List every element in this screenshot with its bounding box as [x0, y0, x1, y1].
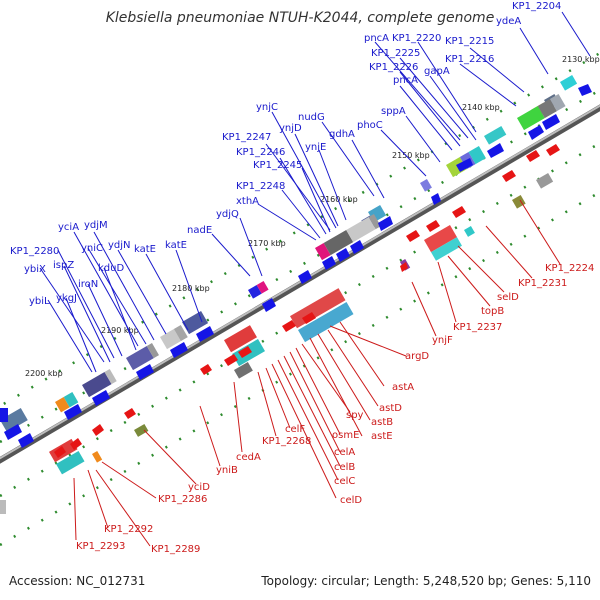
gene-label[interactable]: KP1_2280 [10, 246, 59, 257]
gene-label[interactable]: celF [285, 424, 305, 435]
gene-label[interactable]: ydeA [496, 16, 521, 27]
gene-label[interactable]: selD [497, 292, 519, 303]
gene-label[interactable]: KP1_2289 [151, 544, 200, 555]
gene-label[interactable]: ispZ [53, 260, 74, 271]
reverse-gene-labels: KP1_2224 KP1_2231 selD topB KP1_2237 ynj… [76, 263, 594, 555]
gene-label[interactable]: KP1_2237 [453, 322, 502, 333]
gene-label[interactable]: ykgJ [56, 293, 77, 304]
accession-text: Accession: NC_012731 [9, 574, 146, 588]
gene-label[interactable]: ybiX [24, 264, 46, 275]
gene-label[interactable]: phoC [357, 120, 383, 131]
gene-label[interactable]: KP1_2246 [236, 147, 285, 158]
gene-label[interactable]: gdhA [329, 129, 355, 140]
gene-label[interactable]: nadE [187, 225, 212, 236]
gene-label[interactable]: KP1_2292 [104, 524, 153, 535]
tick-track-outer [0, 51, 600, 408]
gene-label[interactable]: yciD [188, 482, 210, 493]
gene-label[interactable]: astD [379, 403, 402, 414]
gene-label[interactable]: KP1_2231 [518, 278, 567, 289]
forward-gene-labels: KP1_2204 ydeA KP1_2215 KP1_2216 KP1_2220… [10, 1, 561, 307]
gene-label[interactable]: KP1_2204 [512, 1, 561, 12]
gene-label[interactable]: pncA [364, 33, 389, 44]
scale-mark: 2170 kbp [248, 239, 286, 248]
scale-mark: 2180 kbp [172, 284, 210, 293]
gene-label[interactable]: KP1_2268 [262, 436, 311, 447]
gene-label[interactable]: cedA [236, 452, 261, 463]
gene-label[interactable]: KP1_2286 [158, 494, 207, 505]
gene-label[interactable]: gapA [424, 66, 450, 77]
gene-label[interactable]: ydjM [84, 220, 108, 231]
scale-mark: 2130 kbp [562, 55, 600, 64]
gene-label[interactable]: KP1_2247 [222, 132, 271, 143]
scale-mark: 2150 kbp [392, 151, 430, 160]
reverse-leaders [73, 199, 561, 547]
gene-label[interactable]: KP1_2224 [545, 263, 594, 274]
gene-label[interactable]: astA [392, 382, 414, 393]
gene-label[interactable]: ynjD [279, 123, 302, 134]
gene-label[interactable]: celD [340, 495, 362, 506]
genome-stats-text: Topology: circular; Length: 5,248,520 bp… [261, 574, 591, 588]
gene-label[interactable]: KP1_2215 [445, 36, 494, 47]
reverse-arrows [54, 144, 560, 458]
gene-label[interactable]: pncA [393, 75, 418, 86]
scale-mark: 2160 kbp [320, 195, 358, 204]
scale-mark: 2190 kbp [101, 326, 139, 335]
scale-mark: 2140 kbp [462, 103, 500, 112]
gene-label[interactable]: xthA [236, 196, 259, 207]
gene-label[interactable]: ybiL [29, 296, 50, 307]
gene-label[interactable]: ydjN [108, 240, 131, 251]
genome-backbone [0, 104, 600, 464]
edge-fragments [0, 408, 8, 514]
forward-leaders [39, 11, 591, 373]
gene-label[interactable]: osmE [332, 430, 359, 441]
gene-label[interactable]: celB [334, 462, 355, 473]
gene-label[interactable]: KP1_2226 [369, 62, 418, 73]
gene-label[interactable]: ydjQ [216, 209, 239, 220]
gene-label[interactable]: yniC [81, 243, 103, 254]
gene-label[interactable]: ynjE [305, 142, 326, 153]
gene-label[interactable]: KP1_2216 [445, 54, 494, 65]
gene-label[interactable]: kduD [98, 263, 124, 274]
gene-label[interactable]: KP1_2225 [371, 48, 420, 59]
gene-label[interactable]: spy [346, 410, 364, 421]
gene-label[interactable]: ynjF [432, 335, 453, 346]
scale-marks: 2130 kbp 2140 kbp 2150 kbp 2160 kbp 2170… [25, 55, 600, 378]
gene-label[interactable]: KP1_2220 [392, 33, 441, 44]
gene-label[interactable]: topB [481, 306, 504, 317]
gene-label[interactable]: iroN [78, 279, 98, 290]
genome-title: Klebsiella pneumoniae NTUH-K2044, comple… [105, 10, 495, 26]
gene-label[interactable]: yniB [216, 465, 238, 476]
scale-mark: 2200 kbp [25, 369, 63, 378]
forward-arrows [4, 84, 592, 448]
forward-features [0, 75, 578, 433]
gene-label[interactable]: KP1_2293 [76, 541, 125, 552]
gene-label[interactable]: celA [334, 447, 355, 458]
gene-label[interactable]: argD [405, 351, 429, 362]
gene-label[interactable]: celC [334, 476, 355, 487]
gene-label[interactable]: ynjC [256, 102, 278, 113]
gene-label[interactable]: katE [165, 240, 187, 251]
gene-label[interactable]: KP1_2248 [236, 181, 285, 192]
gene-label[interactable]: nudG [298, 112, 325, 123]
gene-label[interactable]: astB [371, 417, 393, 428]
gene-label[interactable]: sppA [381, 106, 406, 117]
gene-label[interactable]: astE [371, 431, 393, 442]
gene-label[interactable]: KP1_2245 [253, 160, 302, 171]
gene-label[interactable]: katE [134, 244, 156, 255]
gene-label[interactable]: yciA [58, 222, 79, 233]
